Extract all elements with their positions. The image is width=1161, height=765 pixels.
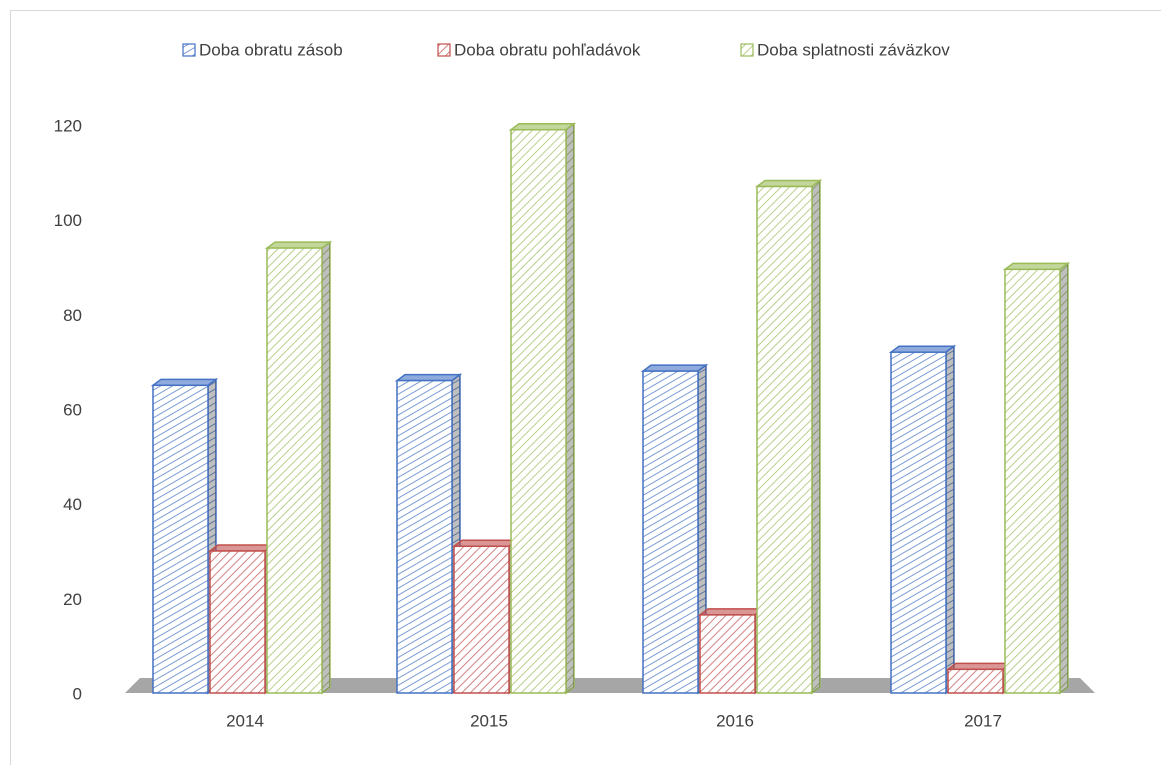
bar-side-shade (812, 180, 820, 694)
bar-top (888, 345, 957, 353)
x-tick-label: 2014 (226, 711, 264, 730)
bar-top (394, 373, 463, 382)
bar-top (451, 539, 520, 548)
bar (890, 351, 947, 694)
bar-top (945, 662, 1014, 671)
bar-side-shade (1060, 263, 1068, 693)
legend-swatch (437, 43, 451, 57)
bar-side-shade (566, 123, 574, 693)
bar (453, 545, 510, 694)
bar (209, 550, 266, 694)
bar (642, 370, 699, 694)
bar-top (640, 364, 709, 372)
bar (756, 185, 813, 694)
bar (266, 247, 323, 694)
bar-top (207, 544, 276, 552)
y-tick-label: 60 (63, 400, 82, 419)
bar-top (754, 179, 823, 188)
legend-label: Doba splatnosti záväzkov (757, 40, 950, 59)
bar (510, 128, 567, 694)
bar-side-shade (946, 346, 954, 693)
y-tick-label: 40 (63, 495, 82, 514)
bar-top (508, 122, 577, 131)
x-tick-label: 2017 (964, 711, 1002, 730)
legend-label: Doba obratu zásob (199, 40, 343, 59)
legend-swatch (740, 43, 754, 57)
bar-top (697, 608, 766, 616)
x-tick-label: 2015 (470, 711, 508, 730)
bar (1004, 268, 1061, 694)
y-tick-label: 100 (54, 211, 82, 230)
bar-top (150, 378, 219, 387)
y-tick-label: 0 (73, 684, 82, 703)
bar-side-shade (322, 242, 330, 694)
legend-label: Doba obratu pohľadávok (454, 40, 641, 59)
bar (152, 384, 209, 694)
y-tick-label: 20 (63, 590, 82, 609)
floor (125, 678, 1095, 693)
bar (396, 379, 453, 694)
y-tick-label: 80 (63, 306, 82, 325)
bar (699, 614, 756, 694)
x-tick-label: 2016 (716, 711, 754, 730)
legend-swatch (182, 43, 196, 57)
bar-top (264, 241, 333, 249)
y-tick-label: 120 (54, 116, 82, 135)
chart-border (10, 10, 1161, 765)
bar-top (1002, 262, 1071, 271)
bar (947, 668, 1004, 694)
